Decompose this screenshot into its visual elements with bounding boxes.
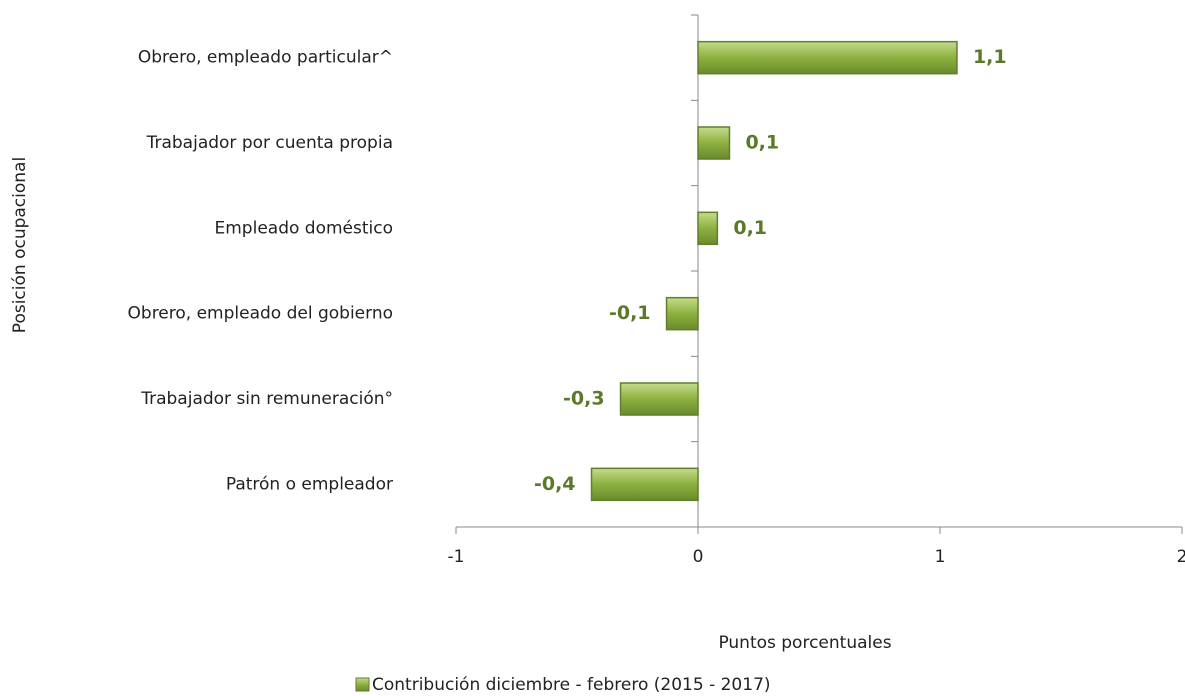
- y-tick-label: Trabajador por cuenta propia: [146, 133, 393, 153]
- x-tick-label: 1: [935, 547, 946, 567]
- bar: [590, 467, 699, 502]
- x-axis-title: Puntos porcentuales: [718, 633, 891, 653]
- data-label: -0,1: [609, 302, 651, 324]
- data-label: 1,1: [973, 46, 1007, 68]
- legend-swatch: [355, 677, 370, 692]
- legend-label: Contribución diciembre - febrero (2015 -…: [372, 675, 771, 695]
- y-tick-label: Obrero, empleado del gobierno: [128, 304, 393, 324]
- x-tick-label: 2: [1177, 547, 1185, 567]
- bar: [619, 382, 699, 416]
- x-tick-label: -1: [448, 547, 465, 567]
- data-label: -0,4: [534, 473, 576, 495]
- y-tick-label: Trabajador sin remuneración°: [140, 389, 393, 409]
- y-tick-label: Patrón o empleador: [226, 474, 393, 494]
- data-label: 0,1: [745, 132, 779, 154]
- bar: [697, 40, 958, 75]
- data-label: 0,1: [733, 217, 767, 239]
- bar: [697, 126, 731, 160]
- bar: [697, 211, 719, 246]
- y-tick-label: Empleado doméstico: [215, 218, 394, 238]
- x-tick-label: 0: [693, 547, 704, 567]
- y-axis-title: Posición ocupacional: [10, 157, 30, 333]
- data-label: -0,3: [563, 388, 605, 410]
- y-tick-label: Obrero, empleado particular^: [138, 48, 393, 68]
- bar: [665, 296, 699, 331]
